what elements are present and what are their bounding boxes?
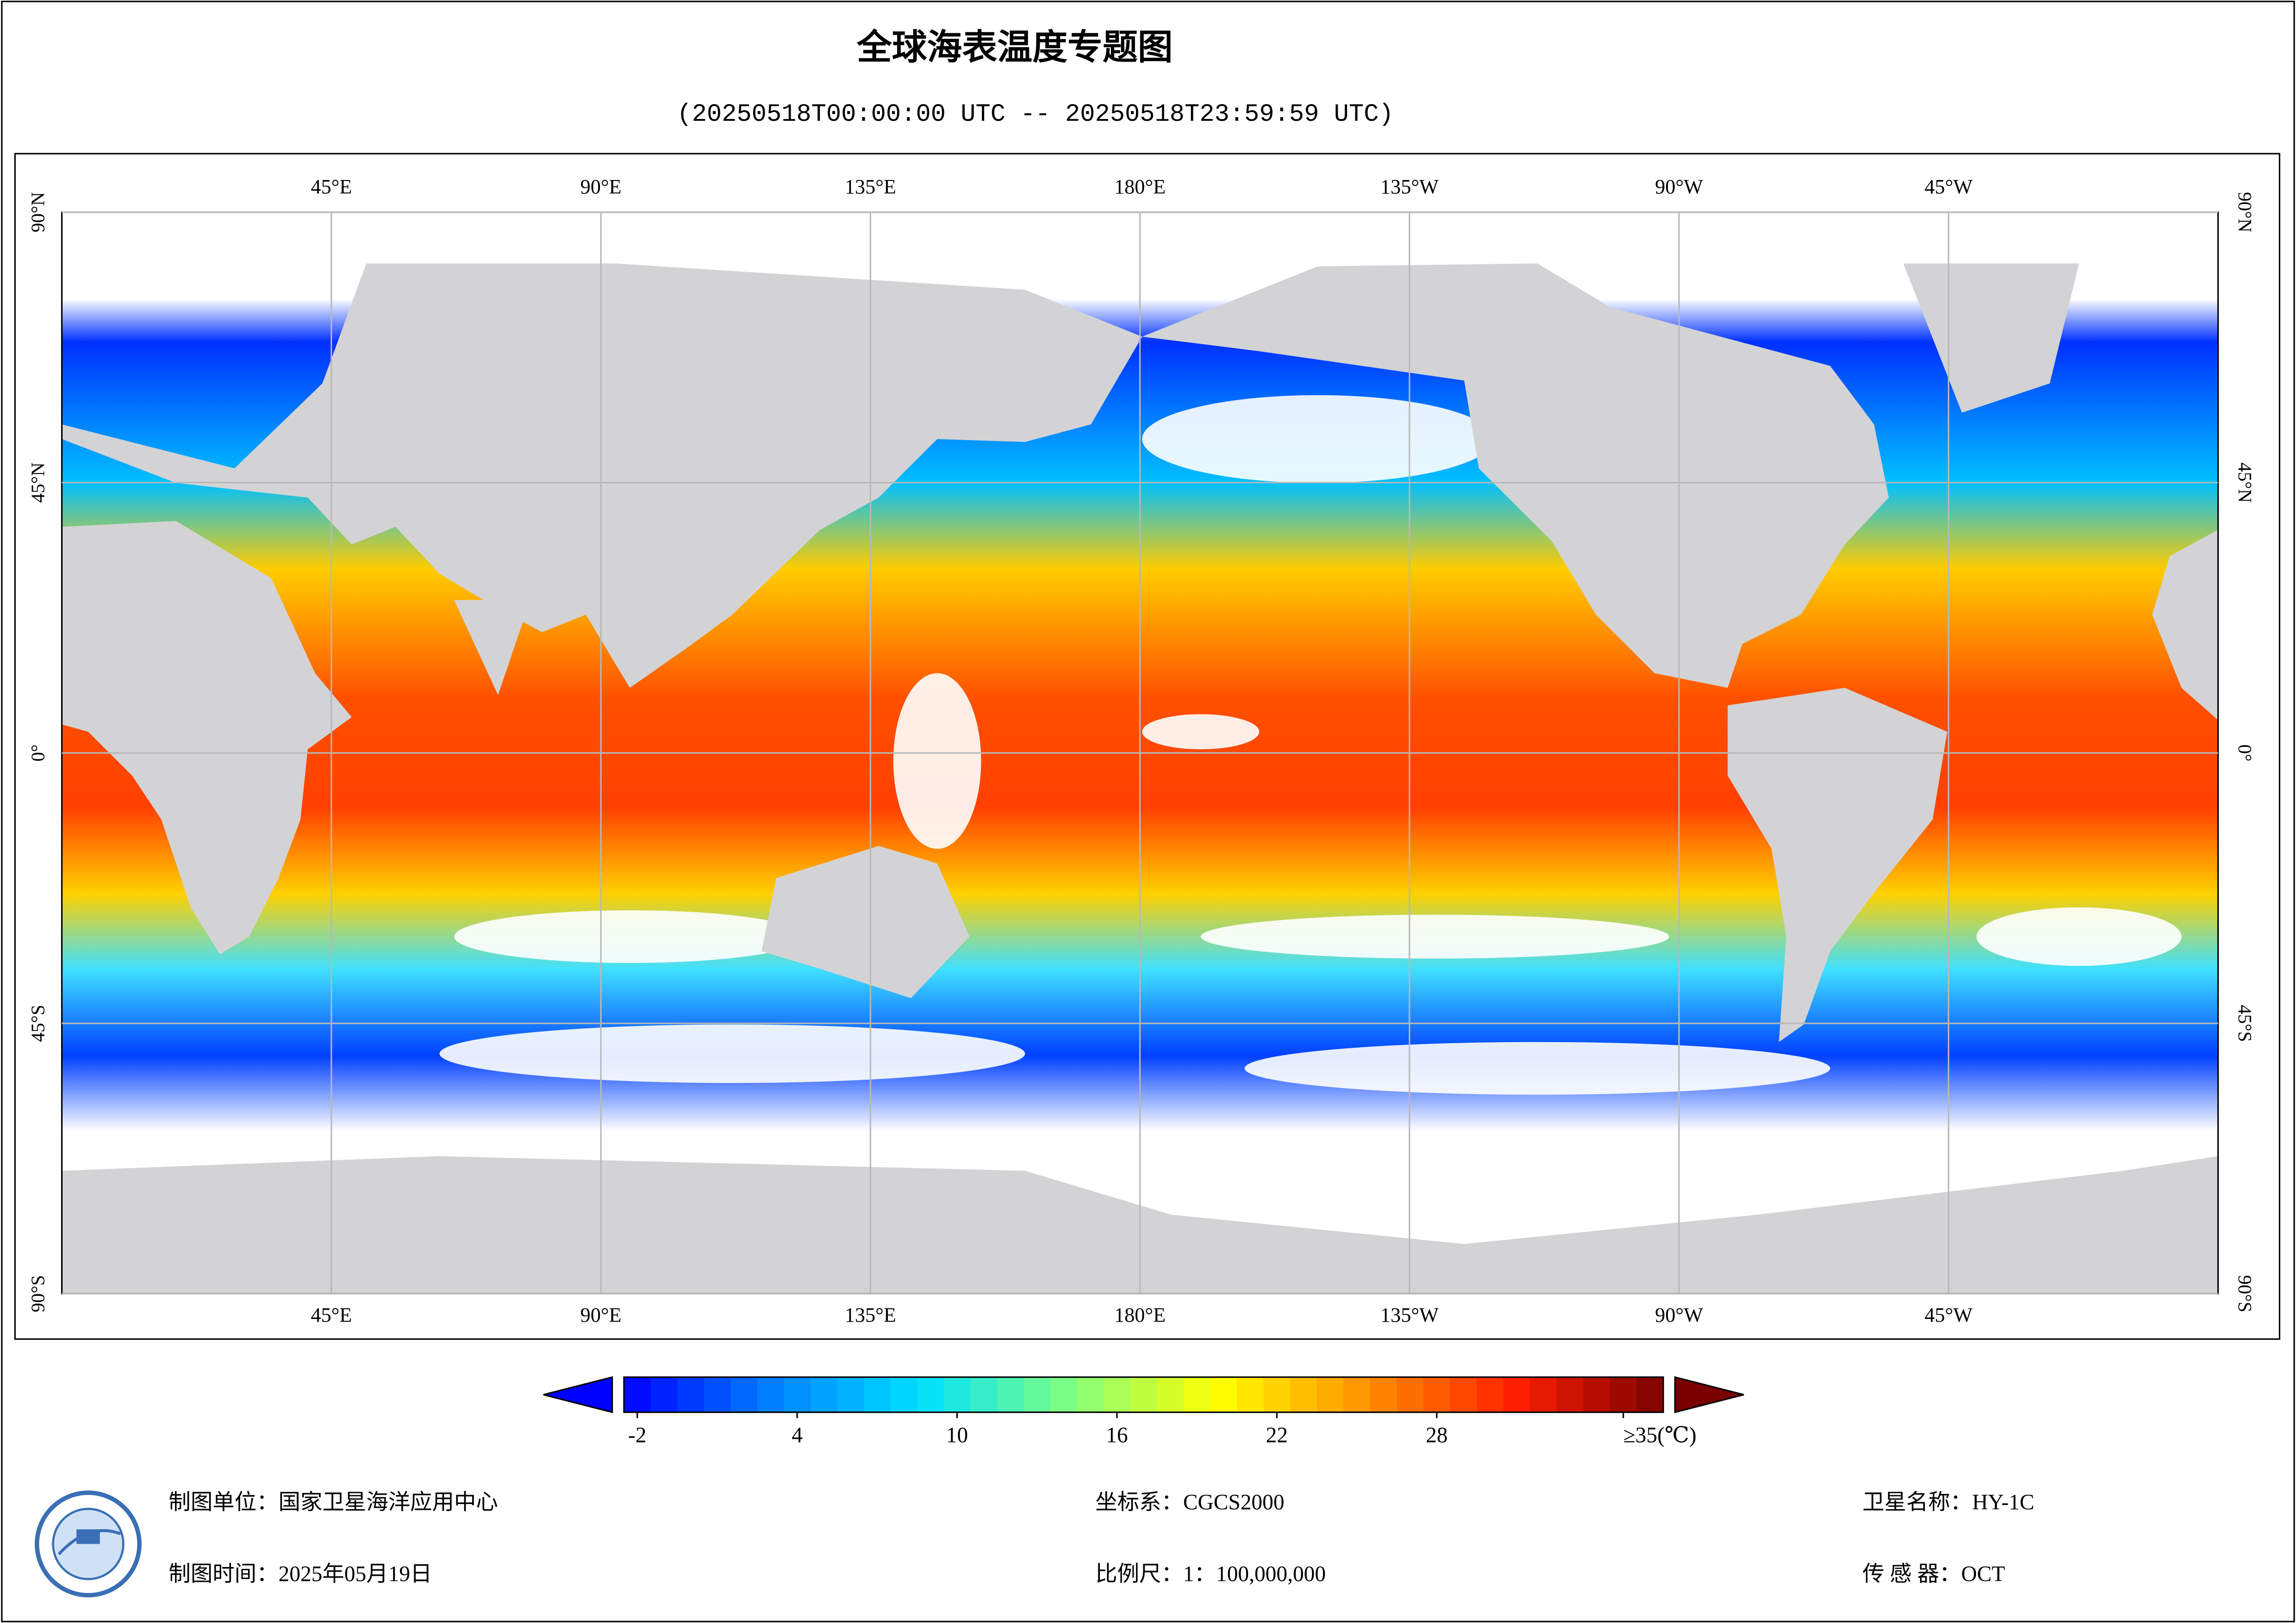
colorbar-arrow-low [543,1376,613,1413]
subtitle: (20250518T00:00:00 UTC -- 20250518T23:59… [677,100,1393,129]
lat-label-left: 45°S [27,1005,49,1042]
colorbar-segment [1503,1377,1531,1412]
lon-label-bottom: 135°E [845,1304,896,1326]
colorbar-segment [1556,1377,1584,1412]
lat-label-left: 90°S [27,1275,49,1312]
footer-text: 卫星名称：HY-1C [1862,1491,2034,1515]
logo [35,1490,142,1598]
colorbar-segment [970,1377,998,1412]
colorbar-segment [1183,1377,1211,1412]
colorbar-segment [864,1377,891,1412]
colorbar-segment [917,1377,944,1412]
lon-label-bottom: 90°W [1655,1304,1703,1326]
lon-label-top: 45°E [311,175,352,198]
colorbar-segment [997,1377,1024,1412]
colorbar-segment [1237,1377,1264,1412]
lat-label-right: 45°N [2234,462,2256,503]
colorbar-segment [1157,1377,1184,1412]
colorbar-tick-label: 22 [1266,1423,1288,1447]
colorbar-segment [1316,1377,1344,1412]
lat-label-right: 90°N [2234,192,2256,232]
lat-label-right: 90°S [2234,1275,2256,1312]
colorbar-segment [837,1377,864,1412]
lat-label-right: 45°S [2234,1005,2256,1042]
lon-label-bottom: 90°E [580,1304,622,1326]
colorbar-segment [1583,1377,1610,1412]
colorbar-segment [1423,1377,1451,1412]
map-frame [14,153,2281,1340]
footer-text: 制图单位：国家卫星海洋应用中心 [168,1491,498,1515]
lon-label-bottom: 45°E [311,1304,352,1326]
lon-label-top: 90°W [1655,175,1703,198]
cloud-gaps [439,395,2182,1095]
colorbar-segment [890,1377,918,1412]
colorbar-segment [1023,1377,1051,1412]
colorbar-segment [810,1377,838,1412]
colorbar-segment [784,1377,811,1412]
colorbar-segment [1290,1377,1317,1412]
footer-text: 传 感 器：OCT [1862,1562,2005,1586]
lon-label-top: 90°E [580,175,622,198]
lat-label-right: 0° [2234,745,2256,762]
lat-label-left: 0° [27,745,49,762]
colorbar-segment [1050,1377,1078,1412]
colorbar-segment [1210,1377,1237,1412]
lon-label-bottom: 45°W [1925,1304,1973,1326]
colorbar-segment [1077,1377,1104,1412]
colorbar-segment [1263,1377,1291,1412]
colorbar-segment [704,1377,731,1412]
colorbar-segment [1343,1377,1371,1412]
colorbar-tick-label: 16 [1106,1423,1128,1447]
colorbar-segment [730,1377,758,1412]
colorbar-segment [1450,1377,1478,1412]
lon-label-bottom: 180°E [1114,1304,1166,1326]
colorbar-segment [677,1377,705,1412]
colorbar-segment [1397,1377,1424,1412]
footer-text: 坐标系：CGCS2000 [1095,1491,1284,1515]
lat-label-left: 45°N [27,462,49,503]
colorbar-arrow-high [1674,1376,1744,1413]
lon-label-top: 45°W [1925,175,1973,198]
colorbar-tick-label: 10 [946,1423,968,1447]
colorbar-segment [1370,1377,1398,1412]
lon-label-top: 180°E [1114,175,1166,198]
lon-label-top: 135°W [1380,175,1439,198]
colorbar-segment [943,1377,971,1412]
lon-label-bottom: 135°W [1380,1304,1439,1326]
colorbar-segment [1610,1377,1637,1412]
colorbar-tick-label: -2 [628,1423,647,1447]
footer-text: 制图时间：2025年05月19日 [168,1562,432,1586]
footer-text: 比例尺：1：100,000,000 [1095,1562,1326,1586]
colorbar-segment [757,1377,785,1412]
colorbar-segment [1636,1377,1664,1412]
colorbar-segment [1130,1377,1158,1412]
colorbar-tick-label: 28 [1426,1423,1447,1447]
colorbar-segment [624,1377,651,1412]
colorbar-segment [1104,1377,1131,1412]
colorbar-tick-label: ≥35(℃) [1623,1423,1697,1447]
colorbar-border [623,1376,1664,1413]
colorbar-segment [1530,1377,1557,1412]
colorbar-tick-label: 4 [792,1423,803,1447]
colorbar-segment [1477,1377,1504,1412]
title: 全球海表温度专题图 [856,28,1173,67]
lat-label-left: 90°N [27,192,49,232]
colorbar-segment [650,1377,678,1412]
lon-label-top: 135°E [845,175,896,198]
